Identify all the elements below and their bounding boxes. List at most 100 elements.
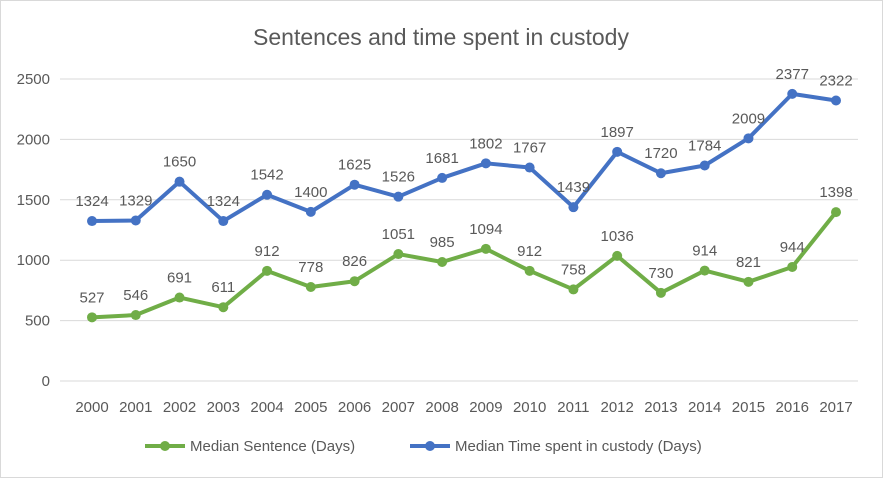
x-tick-label: 2013 [644,399,677,416]
x-tick-label: 2005 [294,399,327,416]
data-point [130,215,141,226]
data-label: 944 [780,239,805,256]
data-point [655,168,666,179]
y-tick-label: 500 [25,313,50,330]
data-label: 912 [255,243,280,260]
data-label: 1051 [382,226,415,243]
data-point [174,176,185,187]
data-point [262,265,273,276]
data-point [130,310,141,321]
data-point [787,88,798,99]
series-line [91,210,838,320]
data-label: 1802 [469,135,502,152]
data-label: 826 [342,253,367,270]
data-point [393,191,404,202]
data-point [349,276,360,287]
data-point [393,249,404,260]
chart-title: Sentences and time spent in custody [253,24,629,50]
x-tick-label: 2000 [75,399,108,416]
data-label: 1767 [513,140,546,157]
x-tick-label: 2015 [732,399,765,416]
y-tick-label: 1500 [17,192,50,209]
data-label: 1036 [600,228,633,245]
data-label: 1094 [469,221,502,238]
y-tick-label: 1000 [17,252,50,269]
data-point [87,216,97,227]
legend-marker [160,441,170,451]
data-label: 1324 [207,193,240,210]
x-tick-label: 2003 [207,399,240,416]
data-point [568,284,579,295]
data-point [262,189,273,200]
data-point [437,257,448,268]
data-label: 914 [692,243,717,260]
data-label: 1329 [119,192,152,209]
data-point [524,265,535,276]
x-tick-label: 2011 [557,399,589,416]
data-point [218,302,229,313]
data-point [743,133,754,144]
data-point [612,250,623,261]
data-point [437,172,448,183]
x-tick-label: 2006 [338,399,371,416]
data-point [831,95,841,106]
data-label: 1625 [338,157,371,174]
data-label: 546 [123,287,148,304]
data-label: 2009 [732,110,765,127]
x-tick-label: 2001 [119,399,152,416]
data-point [524,162,535,173]
x-tick-label: 2002 [163,399,196,416]
data-label: 985 [430,234,455,251]
data-label: 1650 [163,154,196,171]
x-tick-label: 2010 [513,399,546,416]
x-tick-label: 2009 [469,399,502,416]
data-label: 758 [561,261,586,278]
data-point [831,207,841,218]
x-tick-label: 2008 [425,399,458,416]
data-label: 1897 [600,124,633,141]
x-tick-label: 2017 [819,399,852,416]
data-label: 2322 [819,73,852,90]
data-label: 912 [517,243,542,260]
legend-label: Median Sentence (Days) [190,438,355,455]
data-point [568,202,579,213]
x-tick-label: 2004 [250,399,283,416]
data-point [743,276,754,287]
data-label: 1439 [557,179,590,196]
legend-marker [425,441,435,451]
data-point [305,206,316,217]
data-label: 730 [648,265,673,282]
data-label: 1398 [819,184,852,201]
data-point [699,160,710,171]
data-point [218,216,229,227]
data-label: 1542 [250,167,283,184]
legend-label: Median Time spent in custody (Days) [455,438,702,455]
data-point [655,287,666,298]
y-tick-label: 2500 [17,71,50,88]
data-label: 611 [211,279,235,296]
data-point [87,312,97,323]
data-point [480,243,491,254]
data-point [174,292,185,303]
y-tick-label: 0 [42,373,50,390]
data-label: 1681 [425,150,458,167]
data-label: 821 [736,254,761,271]
data-label: 527 [79,289,104,306]
y-tick-label: 2000 [17,131,50,148]
data-point [699,265,710,276]
x-tick-label: 2016 [776,399,809,416]
data-label: 778 [298,259,323,276]
series-line [91,91,837,224]
x-tick-label: 2014 [688,399,721,416]
x-tick-label: 2007 [382,399,415,416]
data-label: 1784 [688,137,721,154]
data-point [612,146,623,157]
data-point [787,261,798,272]
data-point [349,179,360,190]
data-label: 1324 [75,193,108,210]
data-label: 691 [167,270,192,287]
data-label: 1526 [382,169,415,186]
x-tick-label: 2012 [600,399,633,416]
data-label: 1720 [644,145,677,162]
